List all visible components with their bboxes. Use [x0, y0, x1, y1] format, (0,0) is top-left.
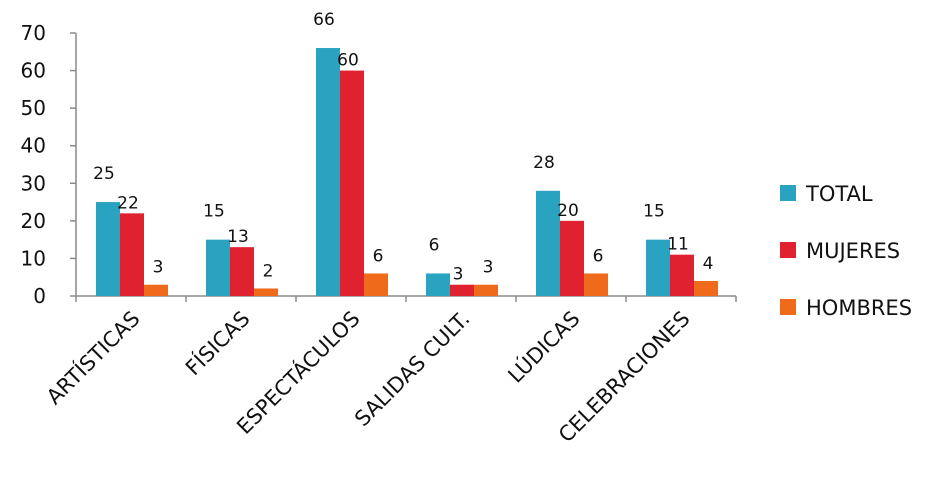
bar-total-2	[206, 239, 230, 296]
data-label-total-5: 28	[533, 153, 555, 173]
bar-hombres-4	[474, 284, 498, 296]
x-category-label: LÚDICAS	[503, 306, 585, 388]
x-category-label: SALIDAS CULT.	[350, 307, 474, 431]
x-category-label: FÍSICAS	[180, 306, 254, 380]
data-label-total-2: 15	[203, 202, 225, 222]
x-category-label: ARTÍSTICAS	[41, 306, 144, 409]
legend-swatch-total	[780, 185, 796, 201]
data-label-total-1: 25	[93, 164, 115, 184]
data-label-hombres-6: 4	[703, 254, 714, 274]
bar-mujeres-1	[120, 213, 144, 296]
legend-label-total: TOTAL	[805, 182, 873, 206]
data-label-hombres-5: 6	[593, 246, 604, 266]
data-label-mujeres-2: 13	[227, 227, 249, 247]
y-tick-label: 70	[21, 21, 46, 45]
bar-total-4	[426, 273, 450, 296]
data-label-total-4: 6	[429, 235, 440, 255]
data-label-hombres-2: 2	[263, 261, 274, 281]
data-label-mujeres-3: 60	[337, 51, 359, 71]
bar-hombres-3	[364, 273, 388, 296]
data-label-total-3: 66	[313, 10, 335, 30]
y-tick-label: 50	[21, 96, 46, 120]
data-label-hombres-4: 3	[483, 258, 494, 278]
legend-label-hombres: HOMBRES	[806, 296, 912, 320]
bar-mujeres-4	[450, 284, 474, 296]
bar-hombres-5	[584, 273, 608, 296]
data-label-hombres-3: 6	[373, 246, 384, 266]
y-tick-label: 10	[21, 246, 46, 270]
bar-hombres-2	[254, 288, 278, 296]
chart-bars	[96, 48, 718, 297]
data-label-mujeres-5: 20	[557, 201, 579, 221]
data-label-mujeres-6: 11	[667, 235, 689, 255]
legend-swatch-hombres	[780, 299, 796, 315]
chart-axes: 0 10 20 30 40 50 60 70	[21, 21, 737, 308]
bar-mujeres-6	[670, 254, 694, 296]
y-tick-label: 30	[21, 171, 46, 195]
chart-legend: TOTAL MUJERES HOMBRES	[780, 182, 912, 320]
bar-total-6	[646, 239, 670, 296]
data-label-mujeres-1: 22	[117, 193, 139, 213]
legend-label-mujeres: MUJERES	[806, 239, 900, 263]
data-label-mujeres-4: 3	[453, 265, 464, 285]
bar-total-5	[536, 190, 560, 296]
bar-hombres-1	[144, 284, 168, 296]
y-tick-label: 20	[21, 209, 46, 233]
y-tick-label: 40	[21, 134, 46, 158]
bar-total-1	[96, 202, 120, 296]
y-tick-label: 0	[33, 284, 46, 308]
bar-mujeres-3	[340, 70, 364, 296]
y-tick-label: 60	[21, 59, 46, 83]
data-label-total-6: 15	[643, 202, 665, 222]
legend-swatch-mujeres	[780, 242, 796, 258]
data-label-hombres-1: 3	[153, 258, 164, 278]
bar-mujeres-5	[560, 220, 584, 296]
bar-hombres-6	[694, 280, 718, 296]
bar-mujeres-2	[230, 247, 254, 296]
bar-total-3	[316, 48, 340, 297]
